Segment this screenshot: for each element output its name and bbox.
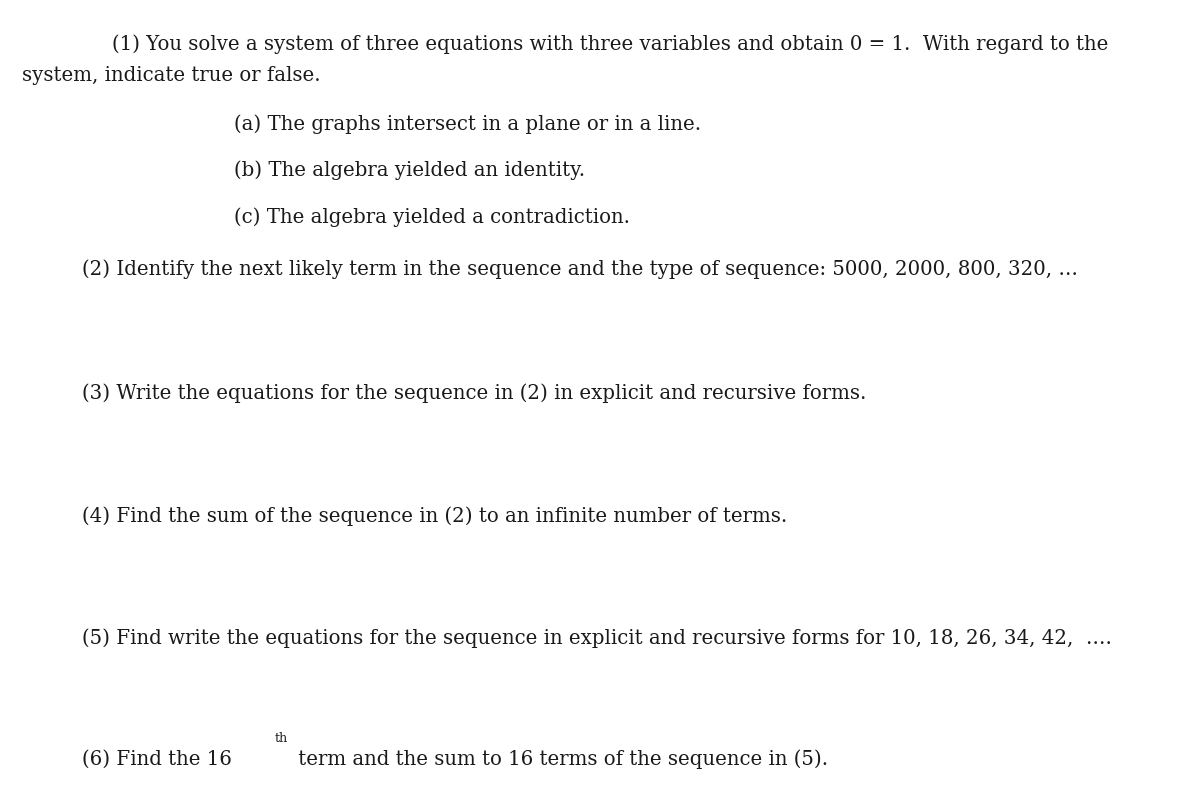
Text: (b) The algebra yielded an identity.: (b) The algebra yielded an identity. bbox=[234, 161, 586, 180]
Text: (1) You solve a system of three equations with three variables and obtain 0 = 1.: (1) You solve a system of three equation… bbox=[112, 35, 1108, 54]
Text: system, indicate true or false.: system, indicate true or false. bbox=[22, 66, 320, 85]
Text: (5) Find write the equations for the sequence in explicit and recursive forms fo: (5) Find write the equations for the seq… bbox=[82, 628, 1111, 647]
Text: (a) The graphs intersect in a plane or in a line.: (a) The graphs intersect in a plane or i… bbox=[234, 114, 701, 133]
Text: (4) Find the sum of the sequence in (2) to an infinite number of terms.: (4) Find the sum of the sequence in (2) … bbox=[82, 506, 787, 525]
Text: (2) Identify the next likely term in the sequence and the type of sequence: 5000: (2) Identify the next likely term in the… bbox=[82, 259, 1078, 278]
Text: (6) Find the 16: (6) Find the 16 bbox=[82, 748, 232, 768]
Text: th: th bbox=[275, 731, 288, 744]
Text: term and the sum to 16 terms of the sequence in (5).: term and the sum to 16 terms of the sequ… bbox=[292, 748, 828, 768]
Text: (3) Write the equations for the sequence in (2) in explicit and recursive forms.: (3) Write the equations for the sequence… bbox=[82, 383, 866, 402]
Text: (c) The algebra yielded a contradiction.: (c) The algebra yielded a contradiction. bbox=[234, 207, 630, 226]
